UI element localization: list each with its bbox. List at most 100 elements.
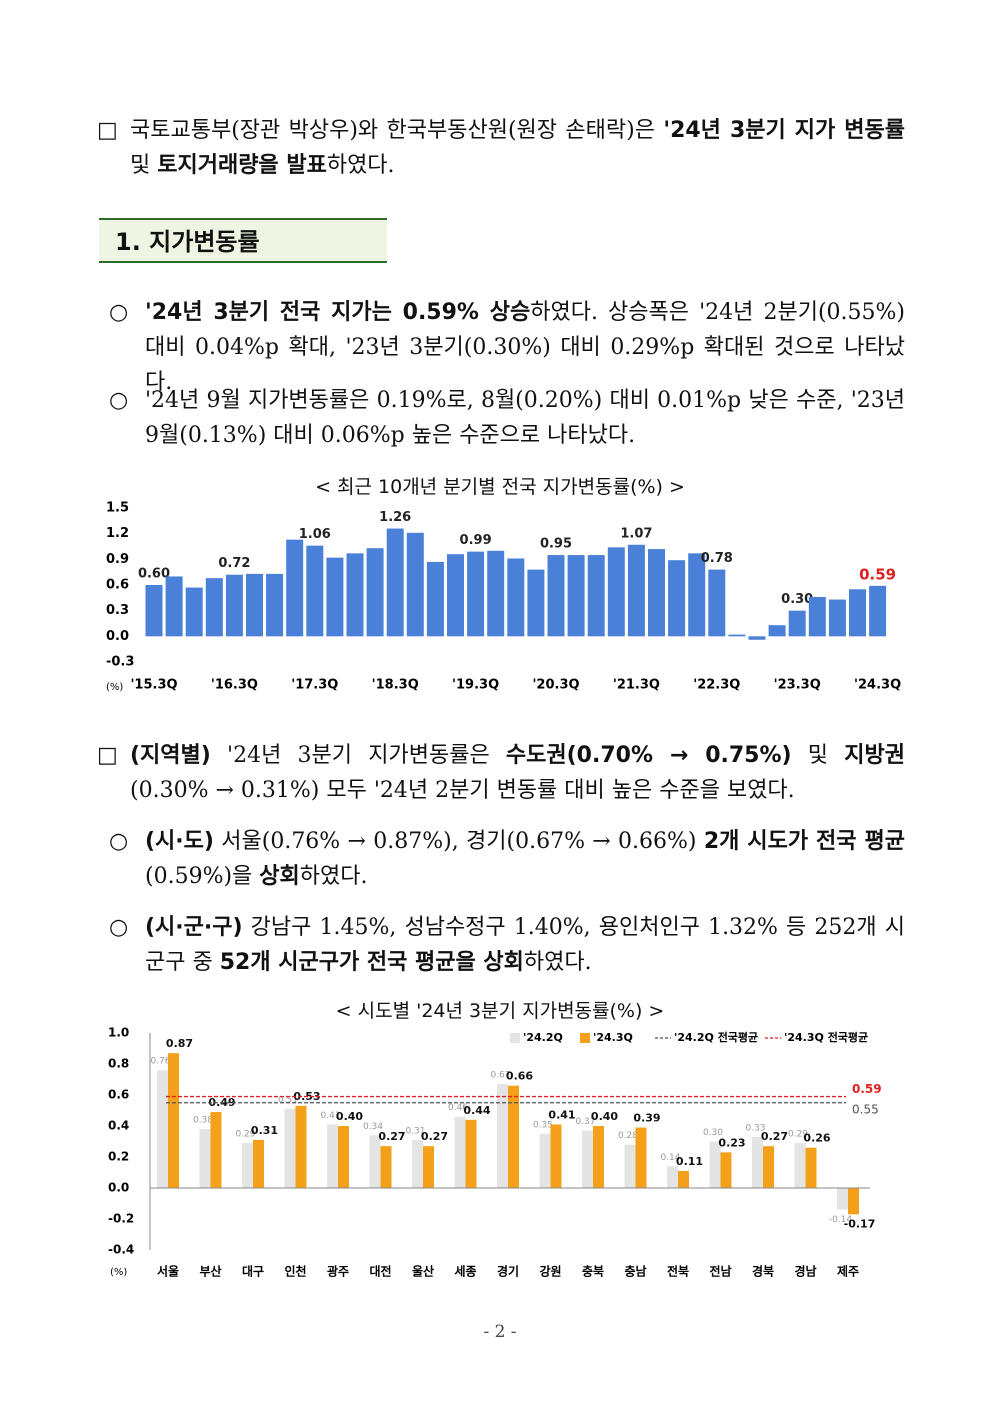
value-label: 1.07 bbox=[620, 526, 652, 541]
value-label: 1.06 bbox=[299, 527, 331, 542]
bar bbox=[145, 585, 163, 637]
bar bbox=[447, 554, 464, 637]
bar bbox=[587, 555, 605, 637]
x-tick-label: 강원 bbox=[539, 1265, 561, 1279]
bar bbox=[465, 1119, 477, 1188]
value-label: 0.39 bbox=[633, 1112, 660, 1125]
text: 하였다. bbox=[299, 864, 368, 889]
bar bbox=[423, 1146, 434, 1188]
bar bbox=[406, 532, 424, 637]
x-tick-label: 경기 bbox=[497, 1264, 519, 1279]
value-label: 0.30 bbox=[781, 592, 813, 607]
bar bbox=[582, 1130, 593, 1188]
y-tick-label: 0.4 bbox=[108, 1119, 129, 1133]
value-label: 0.27 bbox=[378, 1130, 405, 1143]
bar bbox=[346, 553, 364, 637]
bar bbox=[848, 1188, 859, 1215]
reference-label: 0.59 bbox=[852, 1082, 882, 1096]
legend-label: '24.3Q bbox=[593, 1031, 633, 1044]
x-tick-label: 세종 bbox=[454, 1264, 476, 1279]
y-tick-label: 0.9 bbox=[106, 552, 129, 567]
text: (0.59%)을 bbox=[145, 864, 260, 889]
x-tick-label: '15.3Q bbox=[130, 678, 177, 693]
bar bbox=[794, 1143, 806, 1188]
text: 및 bbox=[130, 153, 158, 178]
value-label: 0.59 bbox=[859, 565, 896, 583]
x-tick-label: 전남 bbox=[709, 1264, 731, 1279]
value-label: 0.11 bbox=[676, 1155, 703, 1168]
text-bold: 상회 bbox=[259, 864, 300, 889]
text-bold: 52개 시군구가 전국 평균을 상회 bbox=[219, 950, 524, 975]
value-label: 0.78 bbox=[701, 551, 733, 566]
value-label: -0.17 bbox=[844, 1217, 876, 1230]
bar bbox=[748, 636, 766, 640]
y-tick-label: 1.0 bbox=[108, 1026, 129, 1040]
x-tick-label: '22.3Q bbox=[693, 678, 740, 693]
bar bbox=[295, 1105, 307, 1188]
y-tick-label: -0.3 bbox=[106, 655, 134, 670]
regional-paragraph: □ (지역별) '24년 3분기 지가변동률은 수도권(0.70% → 0.75%… bbox=[97, 738, 905, 808]
value-label: 0.95 bbox=[540, 537, 572, 552]
y-tick-label: 1.2 bbox=[106, 526, 129, 541]
bar bbox=[199, 1129, 211, 1188]
section-heading: 1. 지가변동률 bbox=[99, 218, 387, 263]
legend-swatch bbox=[510, 1033, 520, 1043]
page-number: - 2 - bbox=[483, 1322, 517, 1342]
bar bbox=[788, 610, 806, 637]
value-label: 0.38 bbox=[193, 1116, 213, 1126]
x-tick-label: 인천 bbox=[284, 1264, 306, 1279]
legend-label: '24.2Q bbox=[523, 1031, 563, 1044]
bar bbox=[539, 1133, 551, 1188]
value-label: 0.67 bbox=[490, 1071, 510, 1081]
bar bbox=[487, 550, 505, 637]
bar bbox=[426, 561, 444, 637]
bar bbox=[326, 557, 344, 637]
value-label: 0.37 bbox=[575, 1117, 595, 1127]
bar bbox=[507, 558, 525, 637]
bar bbox=[497, 1084, 508, 1188]
bar bbox=[165, 576, 183, 637]
bullet: ○ (시·도) 서울(0.76% → 0.87%), 경기(0.67% → 0.6… bbox=[109, 824, 905, 894]
text: '24년 3분기 지가변동률은 bbox=[210, 743, 506, 768]
x-tick-label: '18.3Q bbox=[372, 678, 419, 693]
text-bold: (시·군·구) bbox=[145, 915, 243, 940]
value-label: 0.51 bbox=[278, 1095, 298, 1105]
x-tick-label: 부산 bbox=[199, 1264, 221, 1279]
bar bbox=[635, 1127, 647, 1188]
marker: ○ bbox=[109, 300, 129, 325]
bar bbox=[828, 599, 846, 637]
bar bbox=[550, 1124, 562, 1188]
value-label: 0.40 bbox=[336, 1110, 363, 1123]
marker: □ bbox=[97, 118, 118, 143]
bar bbox=[157, 1070, 168, 1188]
text-bold: '24년 3분기 전국 지가는 0.59% 상승 bbox=[145, 300, 531, 325]
bar bbox=[369, 1135, 381, 1188]
x-tick-label: 서울 bbox=[157, 1264, 179, 1279]
text: '24년 9월 지가변동률은 0.19%로, 8월(0.20%) 대비 0.01… bbox=[145, 388, 905, 448]
intro-paragraph: □ 국토교통부(장관 박상우)와 한국부동산원(원장 손태락)은 '24년 3분기… bbox=[97, 113, 905, 183]
x-tick-label: 제주 bbox=[837, 1265, 859, 1279]
bar bbox=[678, 1170, 689, 1188]
text-bold: 토지거래량을 발표 bbox=[157, 153, 327, 178]
bar bbox=[366, 548, 384, 637]
text: 강남구 1.45%, 성남수정구 1.40%, 용인처인구 1.32% 등 25… bbox=[145, 915, 905, 975]
x-tick-label: 전북 bbox=[667, 1264, 689, 1279]
value-label: 0.29 bbox=[788, 1130, 808, 1140]
value-label: 0.35 bbox=[533, 1120, 553, 1130]
y-tick-label: -0.2 bbox=[108, 1212, 134, 1226]
bar bbox=[708, 569, 726, 637]
reference-label: 0.55 bbox=[852, 1102, 879, 1116]
value-label: 0.46 bbox=[448, 1103, 468, 1113]
x-tick-label: '23.3Q bbox=[774, 678, 821, 693]
value-label: 0.30 bbox=[703, 1128, 723, 1138]
bar bbox=[168, 1053, 179, 1188]
bar bbox=[386, 528, 404, 637]
x-tick-label: '24.3Q bbox=[854, 678, 901, 693]
value-label: 0.29 bbox=[235, 1130, 255, 1140]
text: 하였다. bbox=[326, 153, 395, 178]
bar bbox=[286, 539, 304, 637]
bar bbox=[849, 589, 866, 637]
x-tick-label: '17.3Q bbox=[291, 678, 338, 693]
